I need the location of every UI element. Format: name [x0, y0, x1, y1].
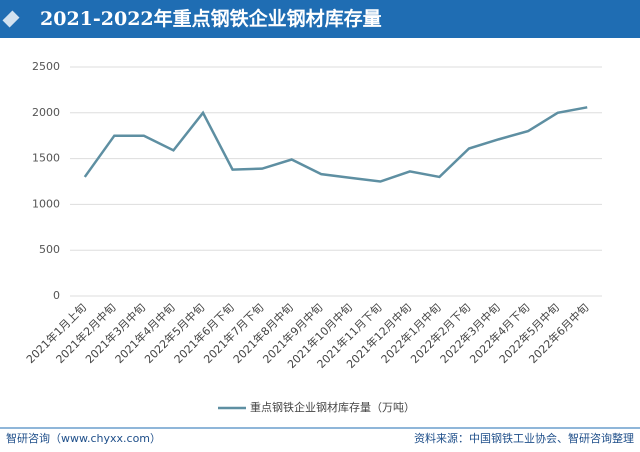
header-band — [0, 0, 640, 38]
chart-title: 2021-2022年重点钢铁企业钢材库存量 — [40, 7, 382, 30]
y-tick-label: 1000 — [32, 197, 60, 210]
header-icon — [2, 10, 20, 28]
footer-source: 资料来源：中国钢铁工业协会、智研咨询整理 — [414, 431, 634, 445]
y-tick-label: 1500 — [32, 152, 60, 165]
series-line — [83, 106, 588, 183]
y-tick-label: 2500 — [32, 60, 60, 73]
footer-brand: 智研咨询（www.chyxx.com） — [6, 431, 161, 445]
y-tick-label: 0 — [53, 289, 60, 302]
legend-label: 重点钢铁企业钢材库存量（万吨） — [250, 400, 415, 414]
y-tick-label: 500 — [39, 243, 60, 256]
y-tick-label: 2000 — [32, 106, 60, 119]
